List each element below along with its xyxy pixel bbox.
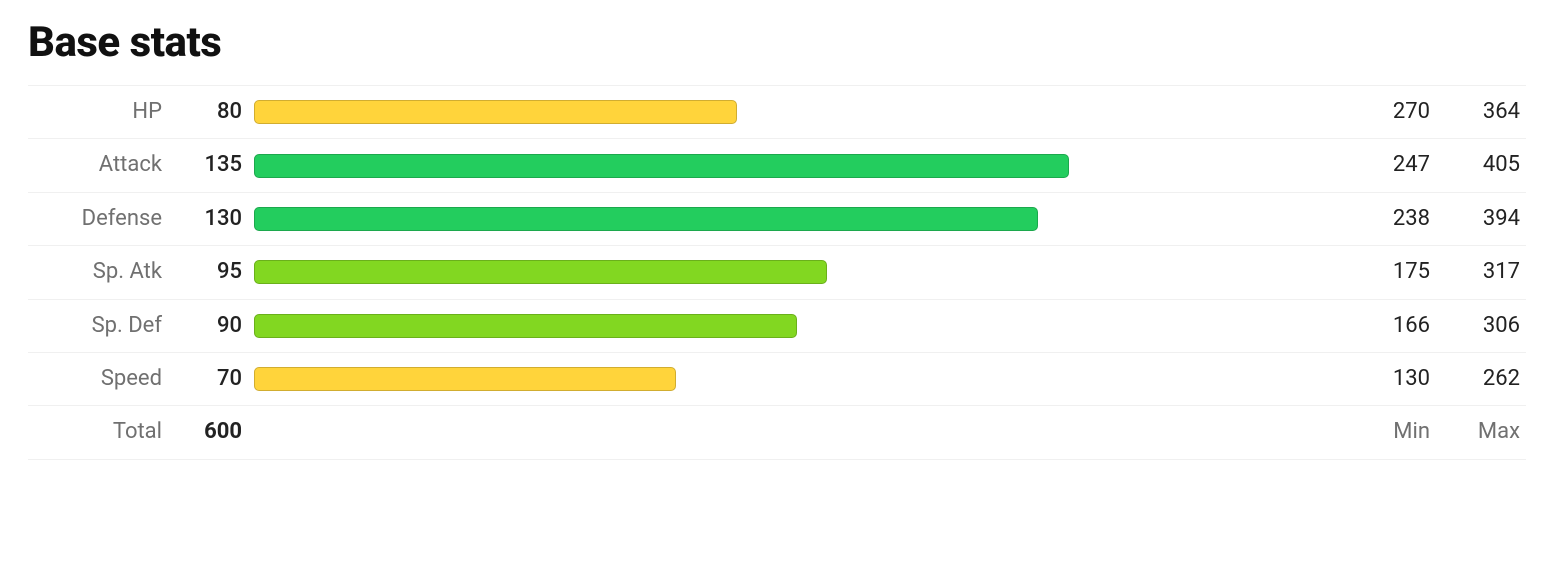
stats-table: HP80270364Attack135247405Defense13023839…: [28, 85, 1526, 460]
stat-label: Sp. Atk: [28, 246, 168, 299]
stat-bar: [254, 207, 1038, 231]
stat-row: HP80 270364: [28, 86, 1526, 139]
stat-base-value: 95: [168, 246, 248, 299]
max-column-label: Max: [1436, 406, 1526, 459]
base-stats-panel: Base stats HP80270364Attack135247405Defe…: [0, 18, 1554, 480]
stat-max-value: 306: [1436, 299, 1526, 352]
stat-max-value: 262: [1436, 352, 1526, 405]
stat-label: HP: [28, 86, 168, 139]
stat-total-row: Total600 MinMax: [28, 406, 1526, 459]
stat-row: Sp. Def90 166306: [28, 299, 1526, 352]
stat-max-value: 394: [1436, 192, 1526, 245]
stat-bar-cell: [248, 192, 1346, 245]
stat-base-value: 90: [168, 299, 248, 352]
stat-bar: [254, 260, 827, 284]
total-spacer: [248, 406, 1346, 459]
stat-row: Speed70 130262: [28, 352, 1526, 405]
stat-min-value: 175: [1346, 246, 1436, 299]
stat-row: Defense130 238394: [28, 192, 1526, 245]
stat-bar: [254, 367, 676, 391]
stat-min-value: 270: [1346, 86, 1436, 139]
stat-max-value: 317: [1436, 246, 1526, 299]
stat-min-value: 130: [1346, 352, 1436, 405]
stat-base-value: 135: [168, 139, 248, 192]
stat-min-value: 238: [1346, 192, 1436, 245]
stat-base-value: 80: [168, 86, 248, 139]
stat-label: Attack: [28, 139, 168, 192]
stat-label: Sp. Def: [28, 299, 168, 352]
stat-bar-cell: [248, 299, 1346, 352]
stats-tbody: HP80270364Attack135247405Defense13023839…: [28, 86, 1526, 460]
stat-base-value: 130: [168, 192, 248, 245]
stat-bar-cell: [248, 139, 1346, 192]
stat-max-value: 405: [1436, 139, 1526, 192]
stat-max-value: 364: [1436, 86, 1526, 139]
stat-row: Attack135 247405: [28, 139, 1526, 192]
total-value: 600: [168, 406, 248, 459]
stat-min-value: 166: [1346, 299, 1436, 352]
stat-bar-cell: [248, 86, 1346, 139]
total-label: Total: [28, 406, 168, 459]
stat-base-value: 70: [168, 352, 248, 405]
section-title: Base stats: [28, 18, 1526, 67]
stat-bar: [254, 154, 1069, 178]
stat-bar-cell: [248, 246, 1346, 299]
stat-row: Sp. Atk95 175317: [28, 246, 1526, 299]
stat-label: Defense: [28, 192, 168, 245]
stat-bar-cell: [248, 352, 1346, 405]
min-column-label: Min: [1346, 406, 1436, 459]
stat-bar: [254, 100, 737, 124]
stat-label: Speed: [28, 352, 168, 405]
stat-bar: [254, 314, 797, 338]
stat-min-value: 247: [1346, 139, 1436, 192]
